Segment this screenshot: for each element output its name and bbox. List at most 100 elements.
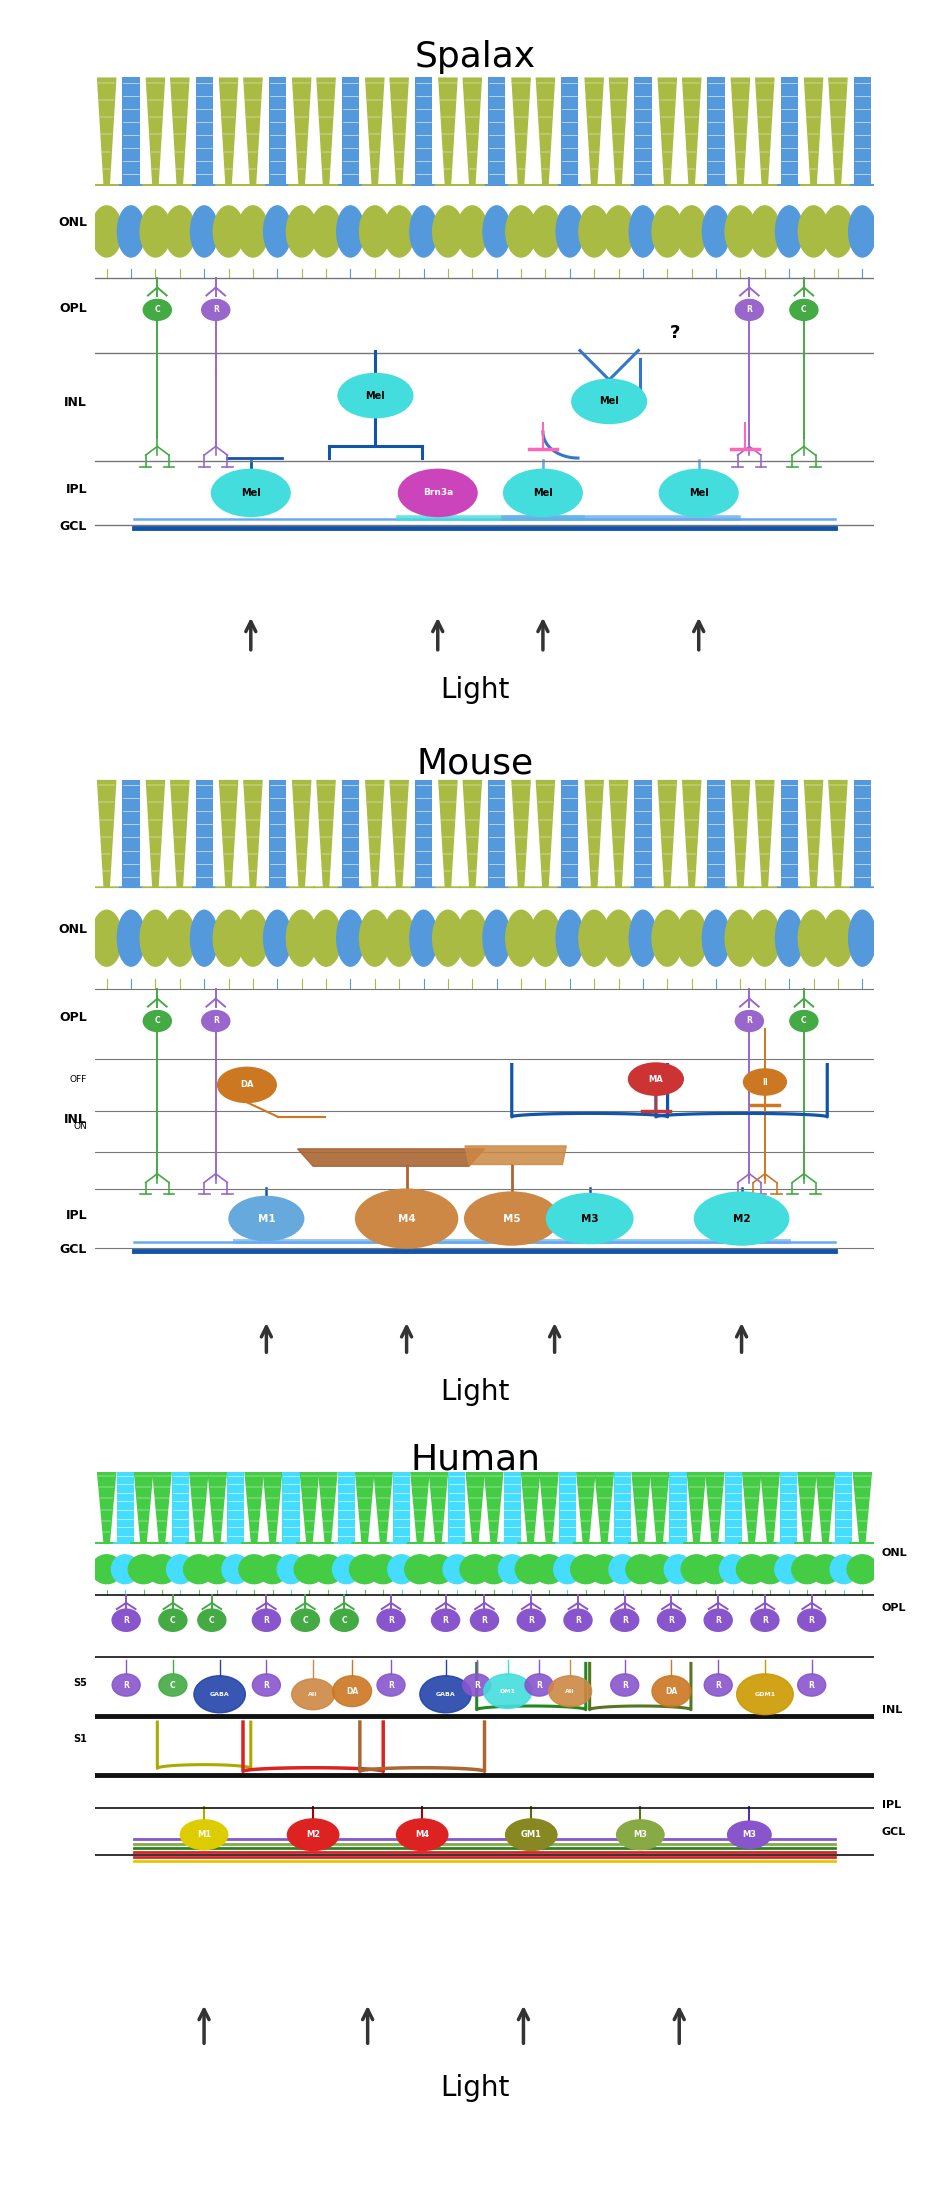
Ellipse shape — [652, 1675, 691, 1708]
Text: M5: M5 — [503, 1214, 521, 1223]
Bar — [415, 779, 432, 887]
Polygon shape — [584, 77, 604, 184]
Polygon shape — [218, 77, 238, 184]
Ellipse shape — [699, 1554, 731, 1583]
Polygon shape — [466, 1473, 485, 1543]
Circle shape — [143, 1010, 171, 1032]
Ellipse shape — [725, 911, 755, 966]
Circle shape — [657, 1609, 686, 1631]
Ellipse shape — [659, 470, 738, 516]
Ellipse shape — [823, 206, 853, 257]
Bar — [781, 77, 798, 184]
Ellipse shape — [432, 911, 464, 966]
Text: Light: Light — [440, 1378, 510, 1407]
Polygon shape — [428, 1473, 448, 1543]
Text: Spalax: Spalax — [414, 40, 536, 72]
Ellipse shape — [579, 911, 610, 966]
Text: M4: M4 — [398, 1214, 415, 1223]
Text: R: R — [263, 1681, 269, 1690]
Ellipse shape — [702, 206, 730, 257]
Ellipse shape — [479, 1554, 509, 1583]
Ellipse shape — [356, 1190, 457, 1247]
Text: AII: AII — [565, 1688, 575, 1695]
Text: R: R — [389, 1681, 394, 1690]
Polygon shape — [609, 779, 628, 887]
Bar — [559, 1473, 576, 1543]
Circle shape — [159, 1609, 187, 1631]
Ellipse shape — [652, 206, 683, 257]
Polygon shape — [536, 779, 555, 887]
Ellipse shape — [750, 206, 780, 257]
Text: Human: Human — [410, 1442, 540, 1475]
Circle shape — [431, 1609, 460, 1631]
Ellipse shape — [397, 1820, 447, 1850]
Text: ?: ? — [670, 325, 680, 342]
Ellipse shape — [681, 1554, 712, 1583]
Ellipse shape — [556, 911, 583, 966]
Ellipse shape — [530, 911, 560, 966]
Text: R: R — [528, 1616, 534, 1624]
Ellipse shape — [755, 1554, 786, 1583]
Ellipse shape — [484, 1675, 532, 1708]
Circle shape — [789, 1010, 818, 1032]
Circle shape — [198, 1609, 226, 1631]
Text: GCL: GCL — [60, 520, 87, 533]
Ellipse shape — [238, 206, 268, 257]
Text: DM1: DM1 — [500, 1688, 516, 1695]
Text: Mel: Mel — [689, 487, 709, 498]
Ellipse shape — [257, 1554, 288, 1583]
Text: M3: M3 — [634, 1831, 647, 1839]
Circle shape — [470, 1609, 499, 1631]
Ellipse shape — [457, 911, 487, 966]
Circle shape — [735, 1010, 764, 1032]
Ellipse shape — [229, 1196, 303, 1240]
Ellipse shape — [146, 1554, 178, 1583]
Text: R: R — [622, 1616, 628, 1624]
Ellipse shape — [547, 1194, 633, 1242]
Circle shape — [292, 1609, 319, 1631]
Ellipse shape — [499, 1554, 526, 1583]
Bar — [561, 77, 579, 184]
Bar — [123, 779, 140, 887]
Ellipse shape — [238, 911, 268, 966]
Ellipse shape — [823, 911, 853, 966]
Text: AII: AII — [309, 1692, 318, 1697]
Ellipse shape — [332, 1675, 371, 1708]
Polygon shape — [755, 77, 774, 184]
Ellipse shape — [214, 206, 244, 257]
Ellipse shape — [277, 1554, 305, 1583]
Text: M2: M2 — [732, 1214, 751, 1223]
Polygon shape — [410, 1473, 429, 1543]
Text: R: R — [536, 1681, 542, 1690]
Polygon shape — [584, 779, 604, 887]
Text: OPL: OPL — [60, 303, 87, 316]
Ellipse shape — [676, 911, 707, 966]
Text: MA: MA — [649, 1076, 663, 1084]
Ellipse shape — [704, 1675, 732, 1697]
Ellipse shape — [736, 1675, 793, 1714]
Text: IPL: IPL — [66, 483, 87, 496]
Text: C: C — [302, 1616, 308, 1624]
Polygon shape — [682, 77, 701, 184]
Ellipse shape — [556, 206, 583, 257]
Bar — [448, 1473, 466, 1543]
Ellipse shape — [111, 1554, 139, 1583]
Text: C: C — [341, 1616, 347, 1624]
Polygon shape — [463, 779, 483, 887]
Polygon shape — [243, 779, 263, 887]
Text: R: R — [575, 1616, 580, 1624]
Bar — [282, 1473, 299, 1543]
Ellipse shape — [159, 1675, 187, 1697]
Ellipse shape — [736, 1554, 767, 1583]
Text: OPL: OPL — [60, 1010, 87, 1023]
Text: R: R — [747, 1016, 752, 1025]
Polygon shape — [390, 779, 409, 887]
Circle shape — [331, 1609, 358, 1631]
Ellipse shape — [725, 206, 755, 257]
Ellipse shape — [294, 1554, 325, 1583]
Ellipse shape — [775, 1554, 803, 1583]
Ellipse shape — [336, 206, 364, 257]
Text: C: C — [170, 1616, 176, 1624]
Polygon shape — [797, 1473, 817, 1543]
Text: ONL: ONL — [882, 1547, 907, 1558]
